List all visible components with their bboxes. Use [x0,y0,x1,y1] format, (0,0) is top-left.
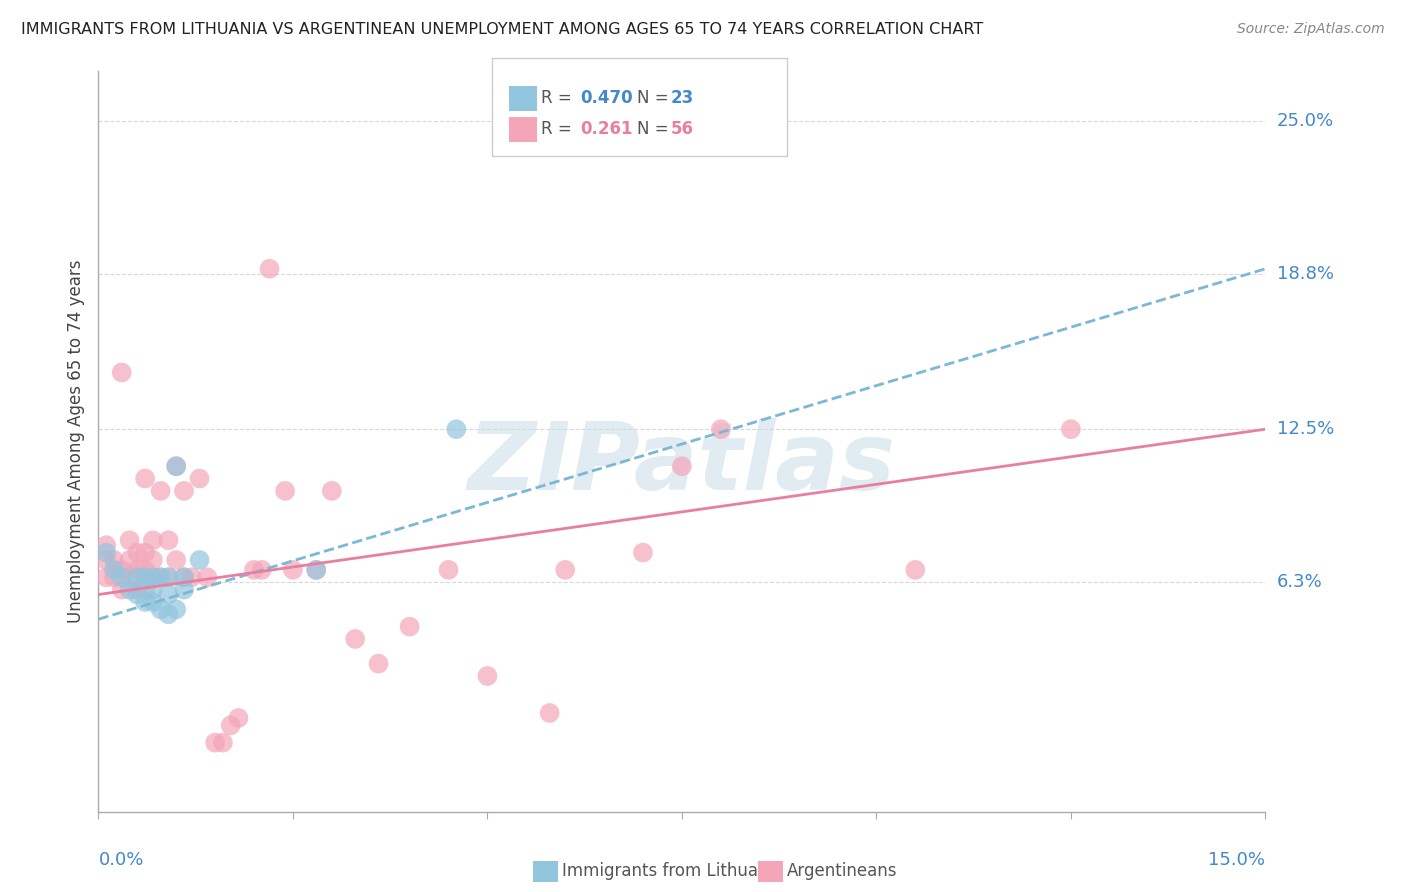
Point [103,563,125,577]
Point [142,553,165,567]
Point [142,595,165,609]
Point [142,582,165,597]
Point [188,472,211,486]
Text: R =: R = [541,120,578,138]
Point [96,538,118,552]
Point [228,711,250,725]
Text: 18.8%: 18.8% [1277,265,1333,283]
Point [446,422,468,436]
Point [142,533,165,548]
Point [274,483,297,498]
Point [243,563,266,577]
Point [180,570,202,584]
Text: 6.3%: 6.3% [1277,574,1322,591]
Point [173,570,195,584]
Text: 0.470: 0.470 [581,89,633,107]
Point [111,366,134,380]
Point [111,563,134,577]
Point [554,563,576,577]
Text: Argentineans: Argentineans [787,863,898,880]
Point [1060,422,1083,436]
Point [173,582,195,597]
Point [127,588,149,602]
Point [259,261,281,276]
Point [149,602,172,616]
Point [149,570,172,584]
Point [538,706,561,720]
Point [671,459,693,474]
Point [111,570,134,584]
Point [281,563,304,577]
Point [157,570,180,584]
Point [127,563,149,577]
Point [103,570,125,584]
Text: N =: N = [637,89,673,107]
Point [149,570,172,584]
Point [173,483,195,498]
Point [118,553,141,567]
Point [134,582,156,597]
Point [134,595,156,609]
Point [437,563,460,577]
Point [219,718,242,732]
Point [134,570,156,584]
Point [134,563,156,577]
Point [157,570,180,584]
Text: Source: ZipAtlas.com: Source: ZipAtlas.com [1237,22,1385,37]
Point [367,657,389,671]
Text: Immigrants from Lithuania: Immigrants from Lithuania [562,863,783,880]
Text: 0.0%: 0.0% [98,851,143,869]
Point [165,459,187,474]
Point [710,422,733,436]
Point [305,563,328,577]
Point [593,113,616,128]
Text: 23: 23 [671,89,695,107]
Point [142,570,165,584]
Text: 12.5%: 12.5% [1277,420,1334,438]
Point [344,632,367,646]
Point [157,588,180,602]
Point [142,570,165,584]
Text: 56: 56 [671,120,693,138]
Point [103,553,125,567]
Text: 25.0%: 25.0% [1277,112,1334,129]
Text: 0.261: 0.261 [581,120,633,138]
Point [165,602,187,616]
Point [904,563,927,577]
Text: IMMIGRANTS FROM LITHUANIA VS ARGENTINEAN UNEMPLOYMENT AMONG AGES 65 TO 74 YEARS : IMMIGRANTS FROM LITHUANIA VS ARGENTINEAN… [21,22,983,37]
Point [118,582,141,597]
Point [157,533,180,548]
Point [631,546,654,560]
Point [127,582,149,597]
Point [118,570,141,584]
Point [165,459,187,474]
Point [305,563,328,577]
Text: N =: N = [637,120,673,138]
Point [477,669,499,683]
Point [134,546,156,560]
Point [204,736,226,750]
Point [321,483,343,498]
Point [398,620,420,634]
Point [250,563,273,577]
Point [96,553,118,567]
Point [111,582,134,597]
Point [127,546,149,560]
Point [96,546,118,560]
Text: ZIPatlas: ZIPatlas [468,417,896,509]
Point [149,483,172,498]
Point [165,553,187,567]
Point [134,472,156,486]
Point [96,570,118,584]
Point [118,533,141,548]
Point [173,570,195,584]
Point [212,736,235,750]
Point [127,570,149,584]
Y-axis label: Unemployment Among Ages 65 to 74 years: Unemployment Among Ages 65 to 74 years [66,260,84,624]
Point [157,607,180,622]
Text: 15.0%: 15.0% [1208,851,1265,869]
Point [195,570,218,584]
Text: R =: R = [541,89,578,107]
Point [188,553,211,567]
